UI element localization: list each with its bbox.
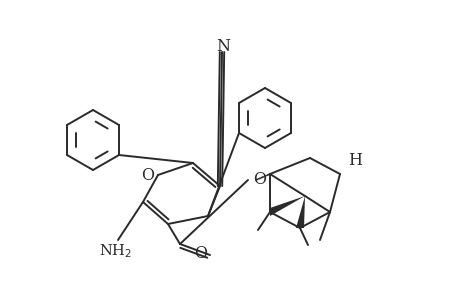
Text: N: N: [216, 38, 230, 55]
Polygon shape: [269, 196, 304, 216]
Text: O: O: [141, 167, 154, 184]
Text: O: O: [252, 172, 265, 188]
Text: NH$_2$: NH$_2$: [99, 242, 132, 260]
Text: O: O: [194, 245, 207, 262]
Text: H: H: [347, 152, 361, 169]
Polygon shape: [295, 196, 304, 228]
